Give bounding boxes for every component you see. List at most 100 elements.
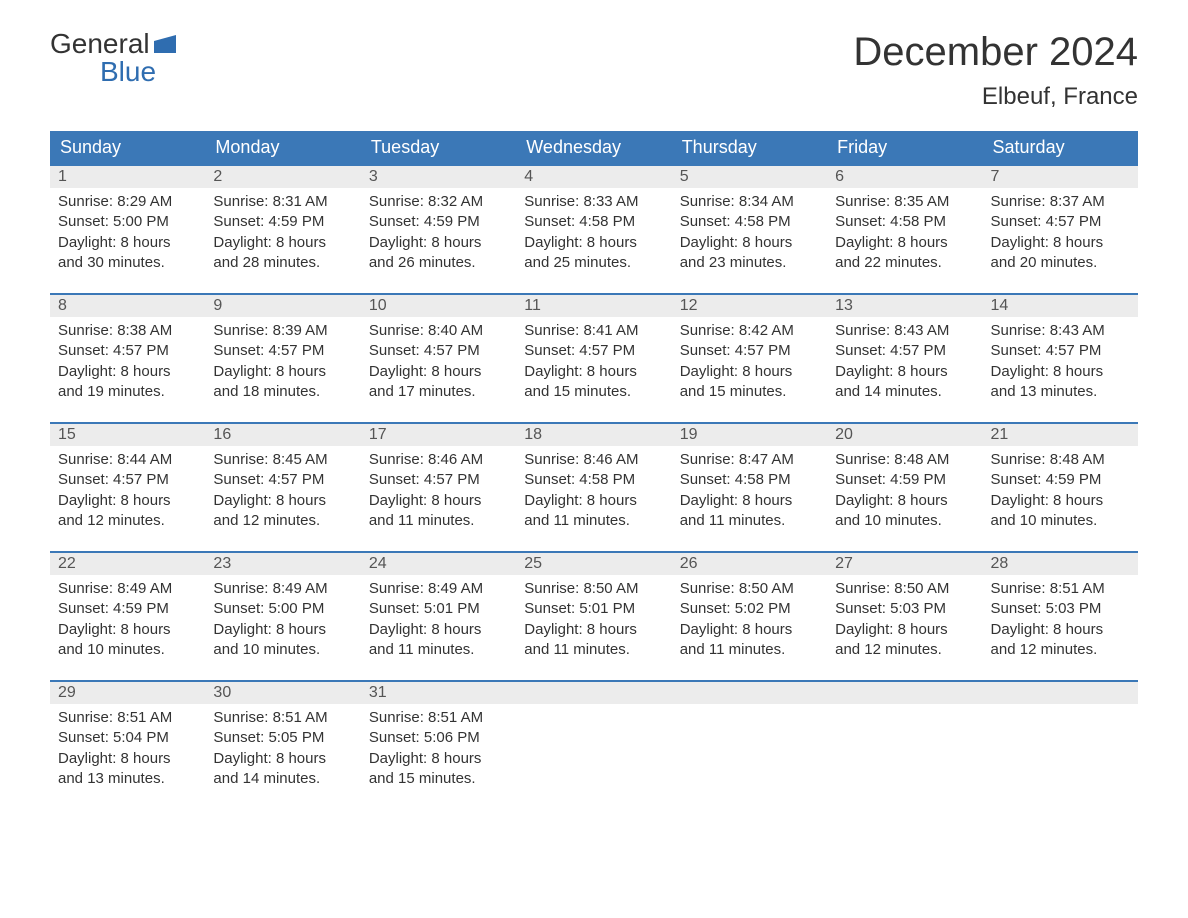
day-number: 16 (205, 424, 360, 446)
day-sunrise: Sunrise: 8:48 AM (991, 450, 1130, 470)
day-number: 27 (827, 553, 982, 575)
day-d2: and 11 minutes. (680, 511, 819, 531)
calendar-cell: 21Sunrise: 8:48 AMSunset: 4:59 PMDayligh… (983, 423, 1138, 552)
day-d1: Daylight: 8 hours (58, 749, 197, 769)
day-d2: and 10 minutes. (991, 511, 1130, 531)
page-title: December 2024 (853, 30, 1138, 75)
calendar-cell: 30Sunrise: 8:51 AMSunset: 5:05 PMDayligh… (205, 681, 360, 809)
day-d1: Daylight: 8 hours (835, 233, 974, 253)
day-d1: Daylight: 8 hours (369, 233, 508, 253)
day-d2: and 11 minutes. (680, 640, 819, 660)
day-sunset: Sunset: 4:57 PM (835, 341, 974, 361)
day-number: 7 (983, 166, 1138, 188)
day-d1: Daylight: 8 hours (991, 620, 1130, 640)
day-d1: Daylight: 8 hours (369, 362, 508, 382)
day-number-empty (516, 682, 671, 704)
day-number: 24 (361, 553, 516, 575)
day-body: Sunrise: 8:45 AMSunset: 4:57 PMDaylight:… (205, 446, 360, 551)
day-sunrise: Sunrise: 8:34 AM (680, 192, 819, 212)
day-header: Sunday (50, 131, 205, 165)
day-body: Sunrise: 8:46 AMSunset: 4:57 PMDaylight:… (361, 446, 516, 551)
day-number: 19 (672, 424, 827, 446)
day-sunrise: Sunrise: 8:46 AM (369, 450, 508, 470)
day-body: Sunrise: 8:31 AMSunset: 4:59 PMDaylight:… (205, 188, 360, 293)
day-sunrise: Sunrise: 8:48 AM (835, 450, 974, 470)
day-d1: Daylight: 8 hours (835, 491, 974, 511)
day-body: Sunrise: 8:33 AMSunset: 4:58 PMDaylight:… (516, 188, 671, 293)
day-sunset: Sunset: 4:57 PM (213, 470, 352, 490)
day-d2: and 10 minutes. (58, 640, 197, 660)
day-d1: Daylight: 8 hours (680, 362, 819, 382)
day-body: Sunrise: 8:40 AMSunset: 4:57 PMDaylight:… (361, 317, 516, 422)
day-sunrise: Sunrise: 8:43 AM (835, 321, 974, 341)
flag-icon (154, 30, 176, 48)
title-block: December 2024 Elbeuf, France (853, 30, 1138, 111)
calendar-cell: 3Sunrise: 8:32 AMSunset: 4:59 PMDaylight… (361, 165, 516, 294)
day-sunrise: Sunrise: 8:44 AM (58, 450, 197, 470)
day-sunset: Sunset: 4:59 PM (213, 212, 352, 232)
day-number: 29 (50, 682, 205, 704)
calendar-week: 22Sunrise: 8:49 AMSunset: 4:59 PMDayligh… (50, 552, 1138, 681)
day-sunrise: Sunrise: 8:51 AM (991, 579, 1130, 599)
day-body: Sunrise: 8:51 AMSunset: 5:06 PMDaylight:… (361, 704, 516, 809)
day-d1: Daylight: 8 hours (835, 362, 974, 382)
day-sunset: Sunset: 4:58 PM (680, 212, 819, 232)
day-body: Sunrise: 8:43 AMSunset: 4:57 PMDaylight:… (827, 317, 982, 422)
day-d1: Daylight: 8 hours (58, 233, 197, 253)
day-sunrise: Sunrise: 8:45 AM (213, 450, 352, 470)
day-d1: Daylight: 8 hours (213, 620, 352, 640)
day-sunrise: Sunrise: 8:49 AM (369, 579, 508, 599)
day-number: 31 (361, 682, 516, 704)
day-sunset: Sunset: 4:59 PM (369, 212, 508, 232)
day-number-empty (672, 682, 827, 704)
day-body: Sunrise: 8:50 AMSunset: 5:01 PMDaylight:… (516, 575, 671, 680)
day-body: Sunrise: 8:37 AMSunset: 4:57 PMDaylight:… (983, 188, 1138, 293)
calendar-cell: 14Sunrise: 8:43 AMSunset: 4:57 PMDayligh… (983, 294, 1138, 423)
day-header: Thursday (672, 131, 827, 165)
calendar-cell: 18Sunrise: 8:46 AMSunset: 4:58 PMDayligh… (516, 423, 671, 552)
day-number: 15 (50, 424, 205, 446)
day-number: 17 (361, 424, 516, 446)
day-body: Sunrise: 8:44 AMSunset: 4:57 PMDaylight:… (50, 446, 205, 551)
day-body: Sunrise: 8:49 AMSunset: 4:59 PMDaylight:… (50, 575, 205, 680)
day-d2: and 18 minutes. (213, 382, 352, 402)
day-body-empty (827, 704, 982, 794)
day-sunset: Sunset: 4:58 PM (524, 212, 663, 232)
day-body: Sunrise: 8:50 AMSunset: 5:02 PMDaylight:… (672, 575, 827, 680)
logo-line1: General (50, 30, 176, 58)
day-d2: and 15 minutes. (680, 382, 819, 402)
day-d2: and 13 minutes. (58, 769, 197, 789)
day-number: 9 (205, 295, 360, 317)
day-d2: and 14 minutes. (213, 769, 352, 789)
day-number-empty (827, 682, 982, 704)
day-number: 14 (983, 295, 1138, 317)
calendar-cell: 29Sunrise: 8:51 AMSunset: 5:04 PMDayligh… (50, 681, 205, 809)
day-d2: and 17 minutes. (369, 382, 508, 402)
day-sunset: Sunset: 4:59 PM (835, 470, 974, 490)
header: General Blue December 2024 Elbeuf, Franc… (50, 30, 1138, 111)
calendar-cell: 11Sunrise: 8:41 AMSunset: 4:57 PMDayligh… (516, 294, 671, 423)
day-number: 25 (516, 553, 671, 575)
day-sunset: Sunset: 4:57 PM (524, 341, 663, 361)
day-sunset: Sunset: 4:57 PM (213, 341, 352, 361)
calendar-cell: 12Sunrise: 8:42 AMSunset: 4:57 PMDayligh… (672, 294, 827, 423)
day-d2: and 12 minutes. (58, 511, 197, 531)
calendar-cell: 9Sunrise: 8:39 AMSunset: 4:57 PMDaylight… (205, 294, 360, 423)
day-body: Sunrise: 8:51 AMSunset: 5:03 PMDaylight:… (983, 575, 1138, 680)
day-number: 12 (672, 295, 827, 317)
day-sunrise: Sunrise: 8:43 AM (991, 321, 1130, 341)
calendar-cell (672, 681, 827, 809)
day-sunset: Sunset: 4:58 PM (835, 212, 974, 232)
day-number: 4 (516, 166, 671, 188)
day-number: 30 (205, 682, 360, 704)
day-sunrise: Sunrise: 8:40 AM (369, 321, 508, 341)
day-d2: and 11 minutes. (369, 640, 508, 660)
day-sunrise: Sunrise: 8:50 AM (680, 579, 819, 599)
day-sunrise: Sunrise: 8:49 AM (58, 579, 197, 599)
day-d1: Daylight: 8 hours (991, 362, 1130, 382)
day-d2: and 28 minutes. (213, 253, 352, 273)
day-d2: and 10 minutes. (213, 640, 352, 660)
day-d1: Daylight: 8 hours (58, 362, 197, 382)
day-d2: and 26 minutes. (369, 253, 508, 273)
calendar-cell: 19Sunrise: 8:47 AMSunset: 4:58 PMDayligh… (672, 423, 827, 552)
